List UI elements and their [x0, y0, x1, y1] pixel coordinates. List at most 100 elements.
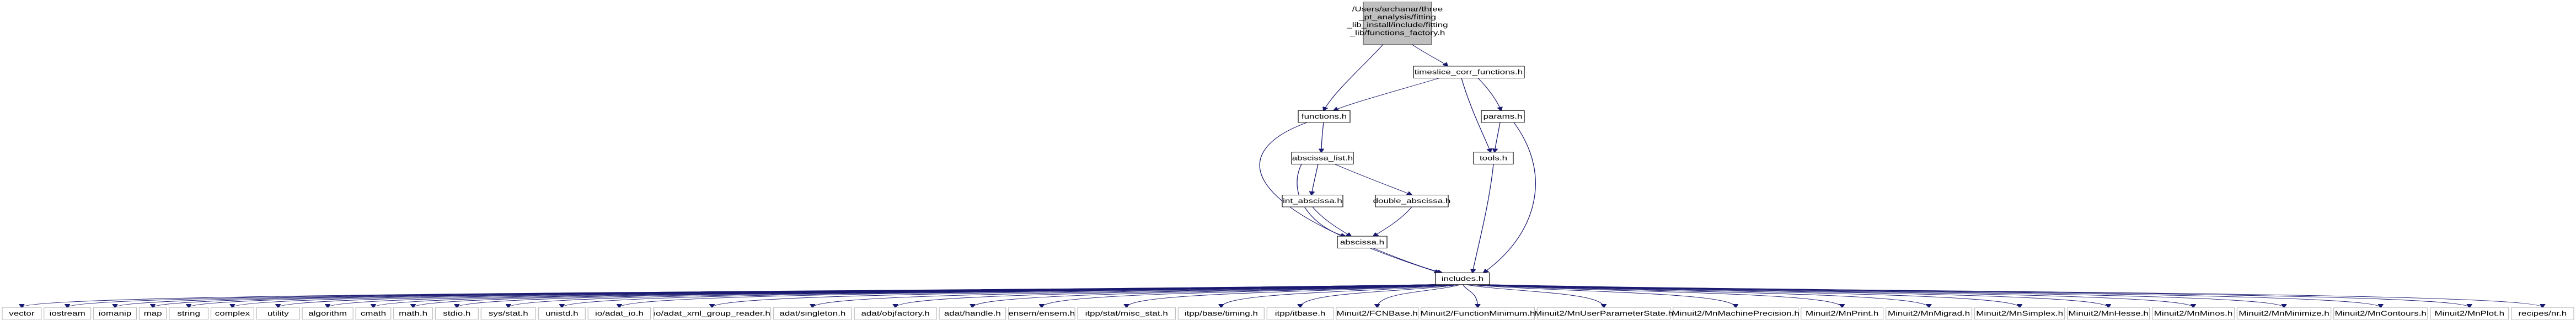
leaf-label: algorithm: [308, 310, 347, 317]
leaf-label: io/adat_xml_group_reader.h: [654, 310, 770, 317]
edge-includes-leaf: [1465, 284, 1604, 308]
leaf-node-minuit2-mnhesse-h[interactable]: Minuit2/MnHesse.h: [2067, 307, 2150, 320]
leaf-node-minuit2-mnprint-h[interactable]: Minuit2/MnPrint.h: [1801, 307, 1884, 320]
leaf-label: sys/stat.h: [489, 310, 528, 317]
leaf-node-algorithm[interactable]: algorithm: [302, 307, 354, 320]
leaf-node-minuit2-mnmachineprecision-h[interactable]: Minuit2/MnMachinePrecision.h: [1672, 307, 1800, 320]
node-abscissa-list[interactable]: abscissa_list.h: [1291, 152, 1354, 164]
leaf-label: Minuit2/MnHesse.h: [2068, 310, 2148, 317]
root-label-line-3: _lib_install/include/fitting: [1346, 22, 1448, 29]
node-timeslice-corr-functions[interactable]: timeslice_corr_functions.h: [1413, 66, 1525, 78]
leaf-node-io-adat-xml-group-reader-h[interactable]: io/adat_xml_group_reader.h: [653, 307, 772, 320]
edge-includes-leaf: [1470, 284, 1842, 308]
node-label: params.h: [1484, 113, 1523, 120]
edge-int-abscissa: [1312, 206, 1351, 236]
leaf-node-ensem-ensem-h[interactable]: ensem/ensem.h: [1008, 307, 1075, 320]
leaf-node-itpp-stat-misc-stat-h[interactable]: itpp/stat/misc_stat.h: [1077, 307, 1176, 320]
leaf-node-sys-stat-h[interactable]: sys/stat.h: [480, 307, 537, 320]
leaf-node-iomanip[interactable]: iomanip: [93, 307, 137, 320]
edge-abscissa-list-int: [1311, 164, 1319, 195]
edge-double-abscissa: [1373, 206, 1412, 236]
edge-functions-abscissa-list: [1321, 122, 1324, 152]
leaf-node-minuit2-mnmigrad-h[interactable]: Minuit2/MnMigrad.h: [1885, 307, 1973, 320]
edge-includes-leaf: [1471, 284, 1929, 308]
leaf-label: Minuit2/MnPrint.h: [1806, 310, 1878, 317]
leaf-node-adat-singleton-h[interactable]: adat/singleton.h: [773, 307, 852, 320]
edge-abscissa-list-double: [1334, 163, 1412, 195]
leaf-node-minuit2-mncontours-h[interactable]: Minuit2/MnContours.h: [2333, 307, 2428, 320]
leaf-node-stdio-h[interactable]: stdio.h: [435, 307, 479, 320]
edge-includes-leaf: [1482, 284, 2470, 308]
dependency-edges: [1259, 44, 1536, 273]
leaf-label: vector: [9, 310, 34, 317]
edge-params-tools: [1495, 122, 1501, 152]
node-int-abscissa[interactable]: int_abscissa.h: [1282, 194, 1343, 207]
edge-root-timeslice: [1411, 44, 1448, 66]
edge-includes-leaf: [1475, 284, 2108, 308]
leaf-node-minuit2-mnminos-h[interactable]: Minuit2/MnMinos.h: [2151, 307, 2235, 320]
leaf-node-itpp-itbase-h[interactable]: itpp/itbase.h: [1266, 307, 1334, 320]
leaf-node-complex[interactable]: complex: [210, 307, 254, 320]
leaf-label: adat/handle.h: [944, 310, 1001, 317]
node-abscissa[interactable]: abscissa.h: [1337, 236, 1388, 249]
edge-includes-leaf: [1468, 284, 1736, 308]
leaf-node-minuit2-mnuserparameterstate-h[interactable]: Minuit2/MnUserParameterState.h: [1534, 307, 1673, 320]
edge-timeslice-tools: [1461, 78, 1491, 152]
leaf-node-recipes-nr-h[interactable]: recipes/nr.h: [2511, 307, 2574, 320]
node-label: functions.h: [1302, 113, 1347, 120]
leaf-label: Minuit2/MnMachinePrecision.h: [1672, 310, 1799, 317]
node-functions-factory-root[interactable]: /Users/archanar/three _pt_analysis/fitti…: [1346, 2, 1448, 45]
leaf-node-minuit2-functionminimum-h[interactable]: Minuit2/FunctionMinimum.h: [1421, 307, 1535, 320]
leaf-label: io/adat_io.h: [595, 310, 644, 317]
leaf-label: string: [177, 310, 200, 317]
edge-includes-leaf: [1042, 284, 1454, 308]
leaf-label: cmath: [361, 310, 386, 317]
node-double-abscissa[interactable]: double_abscissa.h: [1373, 194, 1451, 207]
node-label: double_abscissa.h: [1373, 198, 1451, 205]
leaf-node-adat-handle-h[interactable]: adat/handle.h: [939, 307, 1006, 320]
leaf-label: itpp/base/timing.h: [1185, 310, 1258, 317]
edge-root-functions: [1324, 44, 1384, 110]
node-tools[interactable]: tools.h: [1473, 152, 1514, 164]
leaf-label: Minuit2/MnMigrad.h: [1888, 310, 1970, 317]
leaf-node-utility[interactable]: utility: [256, 307, 300, 320]
leaf-label: map: [144, 310, 162, 317]
leaf-label: complex: [215, 310, 250, 317]
leaf-label: Minuit2/MnMinimize.h: [2238, 310, 2329, 317]
node-includes[interactable]: includes.h: [1435, 272, 1490, 285]
leaf-label: ensem/ensem.h: [1008, 310, 1075, 317]
leaf-label: Minuit2/MnContours.h: [2335, 310, 2427, 317]
edge-includes-leaf: [712, 284, 1448, 308]
leaf-node-minuit2-mnminimize-h[interactable]: Minuit2/MnMinimize.h: [2236, 307, 2332, 320]
node-params[interactable]: params.h: [1481, 110, 1525, 123]
leaf-label: Minuit2/MnMinos.h: [2154, 310, 2233, 317]
edge-tools-includes: [1472, 164, 1494, 273]
node-label: int_abscissa.h: [1283, 198, 1342, 205]
leaf-node-cmath[interactable]: cmath: [355, 307, 392, 320]
leaf-node-adat-objfactory-h[interactable]: adat/objfactory.h: [854, 307, 937, 320]
leaf-label: itpp/itbase.h: [1275, 310, 1326, 317]
leaf-node-iostream[interactable]: iostream: [44, 307, 92, 320]
node-functions[interactable]: functions.h: [1298, 110, 1351, 123]
leaf-node-unistd-h[interactable]: unistd.h: [538, 307, 586, 320]
leaf-node-vector[interactable]: vector: [2, 307, 42, 320]
root-label-line-4: _lib/functions_factory.h: [1349, 30, 1445, 37]
node-label: tools.h: [1480, 155, 1507, 162]
leaf-node-math-h[interactable]: math.h: [393, 307, 433, 320]
leaf-label: Minuit2/MnSimplex.h: [1976, 310, 2063, 317]
leaf-label: recipes/nr.h: [2518, 310, 2567, 317]
leaf-node-string[interactable]: string: [169, 307, 209, 320]
leaf-node-minuit2-fcnbase-h[interactable]: Minuit2/FCNBase.h: [1336, 307, 1419, 320]
leaf-node-map[interactable]: map: [138, 307, 167, 320]
edge-includes-leaf: [1477, 284, 2194, 308]
leaf-node-itpp-base-timing-h[interactable]: itpp/base/timing.h: [1177, 307, 1265, 320]
leaf-label: adat/objfactory.h: [861, 310, 929, 317]
leaf-label: Minuit2/FunctionMinimum.h: [1421, 310, 1535, 317]
edge-includes-leaf: [1377, 284, 1461, 308]
leaf-node-minuit2-mnplot-h[interactable]: Minuit2/MnPlot.h: [2430, 307, 2509, 320]
leaf-node-io-adat-io-h[interactable]: io/adat_io.h: [587, 307, 651, 320]
edge-includes-leaf: [1300, 284, 1460, 308]
leaf-label: Minuit2/MnUserParameterState.h: [1534, 310, 1673, 317]
leaf-node-minuit2-mnsimplex-h[interactable]: Minuit2/MnSimplex.h: [1974, 307, 2065, 320]
